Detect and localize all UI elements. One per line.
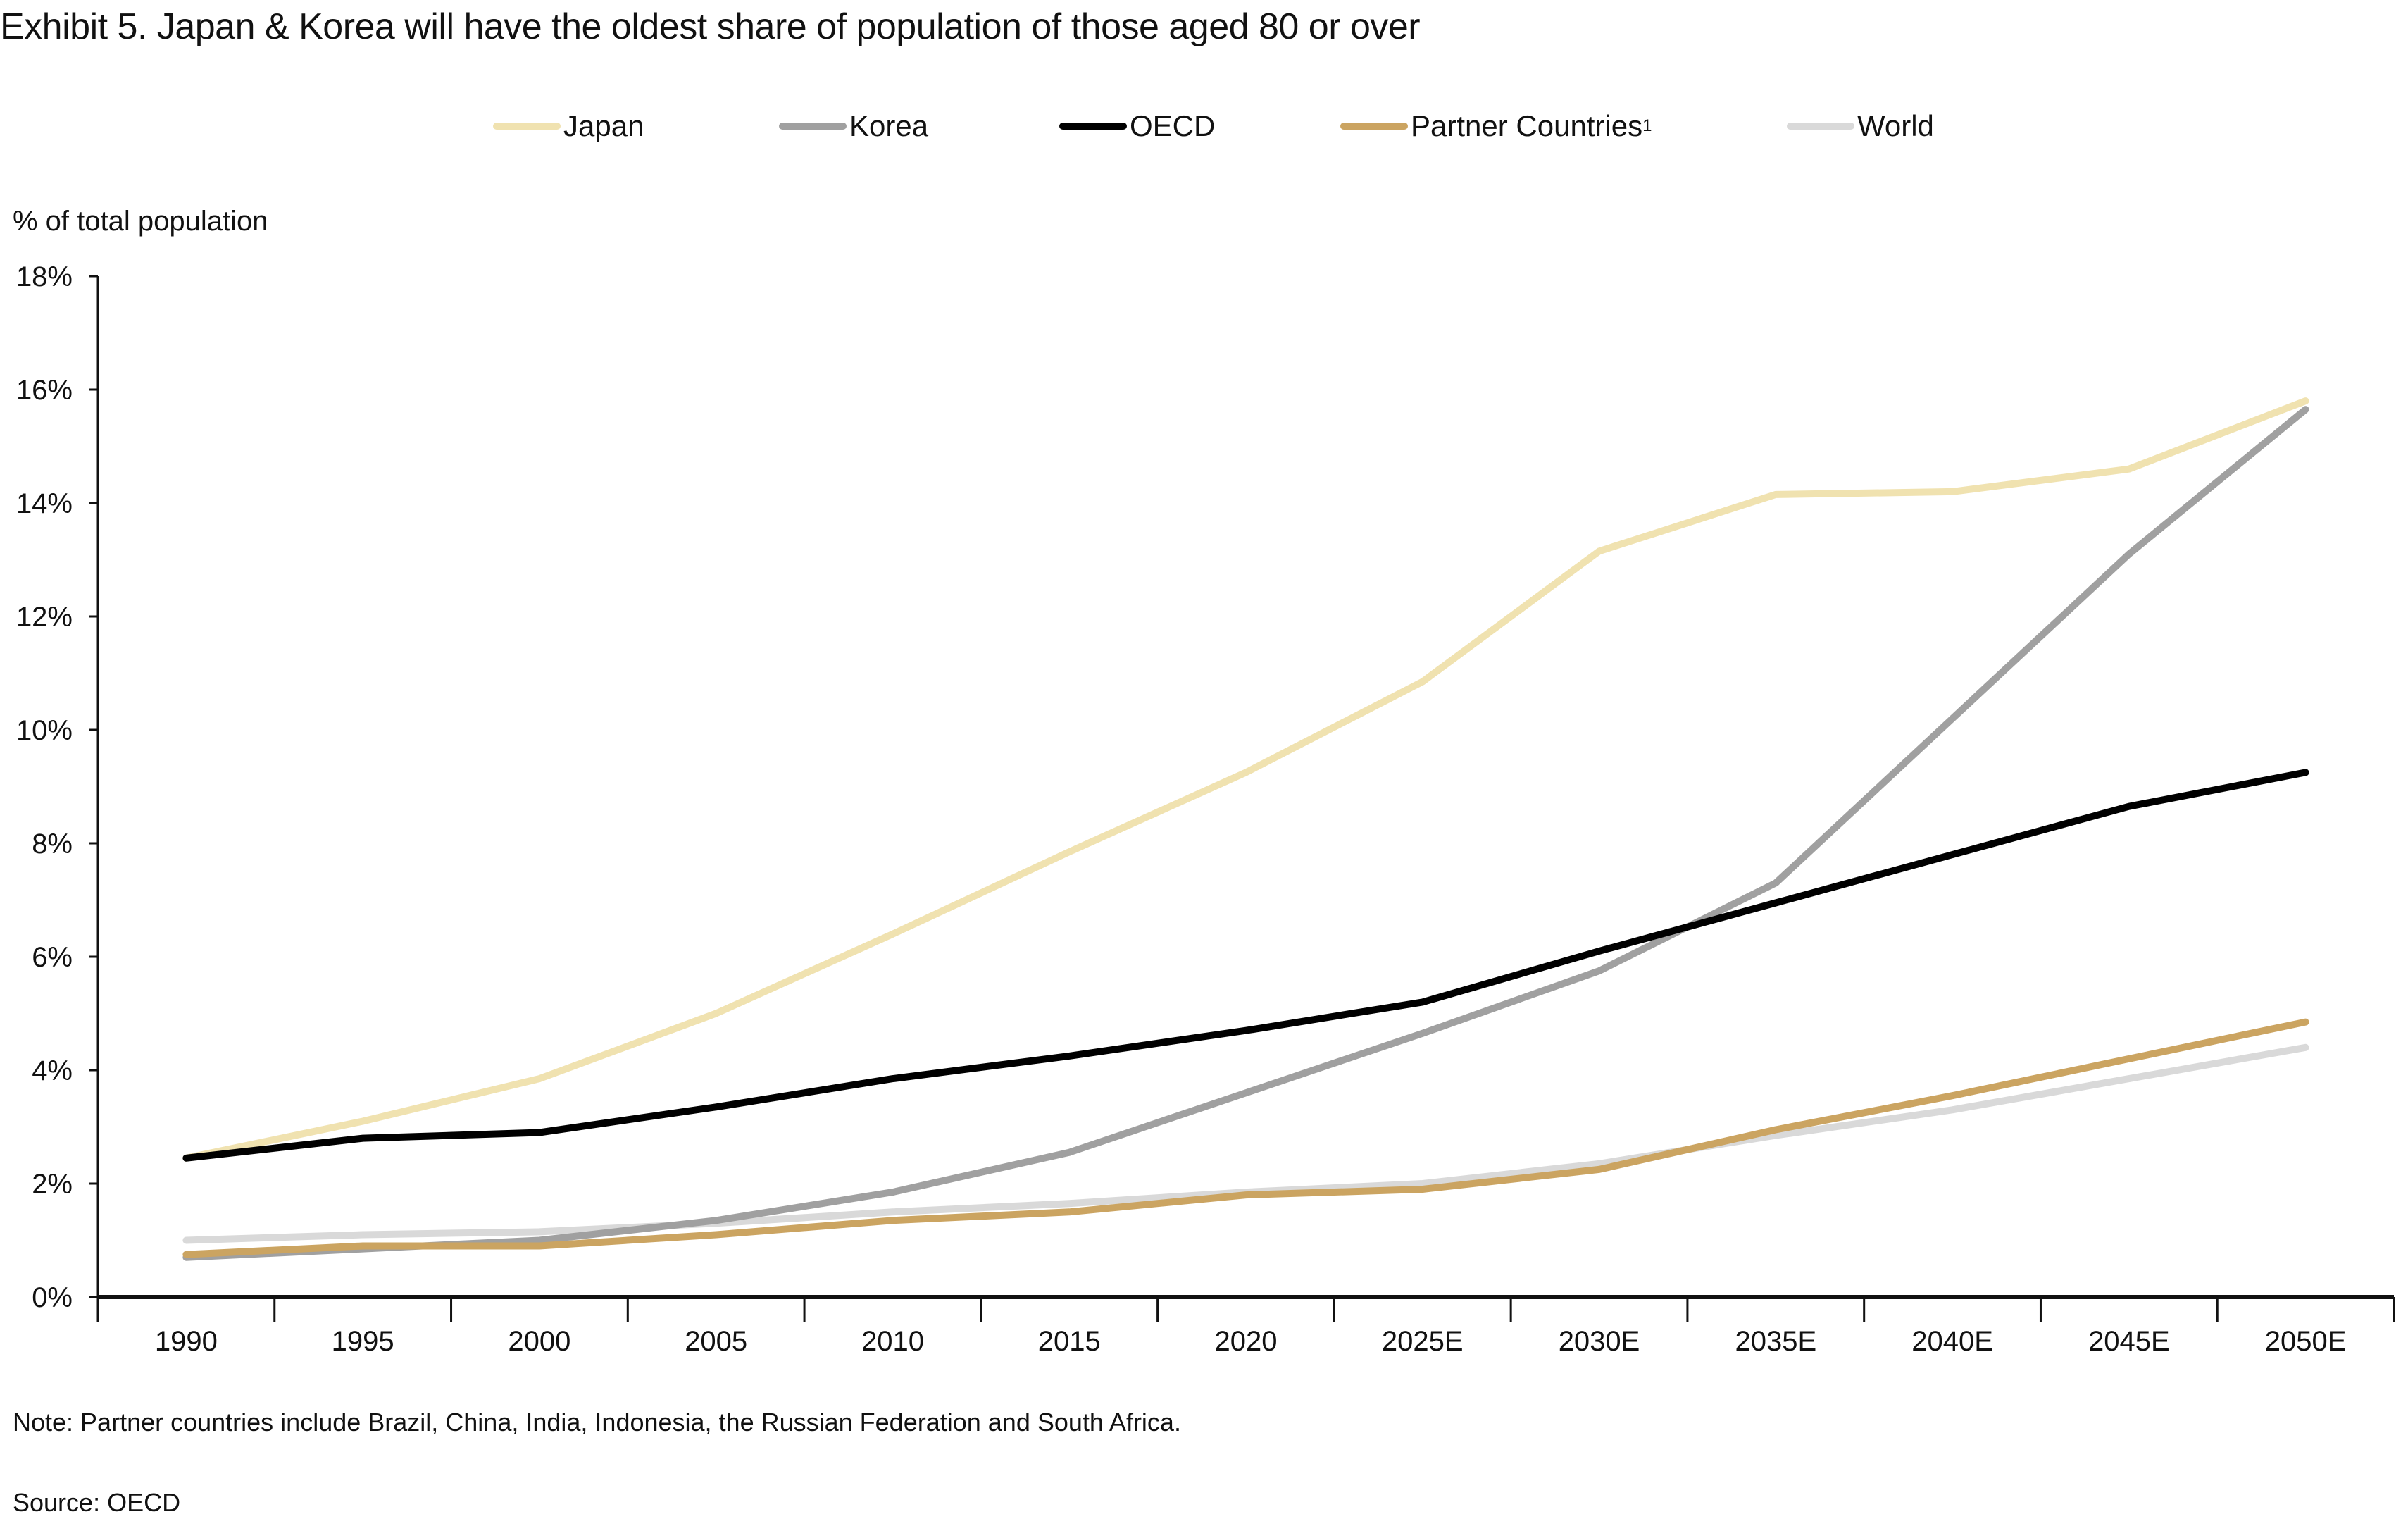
y-tick-label: 0%: [32, 1282, 73, 1313]
legend-swatch: [1787, 123, 1854, 130]
legend-swatch: [779, 123, 847, 130]
y-tick-label: 14%: [16, 488, 73, 519]
legend-superscript: 1: [1642, 116, 1652, 135]
series-line-partner-countries: [182, 1018, 2309, 1258]
legend-label: Japan: [563, 109, 644, 142]
series-line-japan: [182, 397, 2309, 1162]
y-tick-label: 2%: [32, 1169, 73, 1200]
legend: Japan Korea OECD Partner Countries 1 Worl…: [0, 109, 2408, 151]
y-tick-label: 4%: [32, 1055, 73, 1086]
legend-label: OECD: [1130, 109, 1216, 142]
footnote: Note: Partner countries include Brazil, …: [13, 1408, 1181, 1437]
y-tick-label: 10%: [16, 715, 73, 746]
legend-label: Partner Countries: [1411, 109, 1643, 142]
y-tick-label: 6%: [32, 942, 73, 973]
legend-label: World: [1857, 109, 1934, 142]
x-tick-label: 1995: [332, 1326, 394, 1357]
legend-swatch: [1059, 123, 1127, 130]
x-tick-label: 2045E: [2088, 1326, 2170, 1357]
legend-swatch: [493, 123, 561, 130]
x-tick-label: 2020: [1215, 1326, 1278, 1357]
x-tick-label: 2015: [1038, 1326, 1101, 1357]
y-tick-label: 16%: [16, 375, 73, 406]
legend-label: Korea: [849, 109, 929, 142]
x-tick-label: 2005: [685, 1326, 747, 1357]
x-tick-label: 1990: [155, 1326, 218, 1357]
x-tick-label: 2035E: [1735, 1326, 1816, 1357]
x-tick-label: 2010: [861, 1326, 924, 1357]
x-tick-label: 2025E: [1382, 1326, 1464, 1357]
series-line-world: [182, 1043, 2309, 1244]
x-tick-label: 2050E: [2265, 1326, 2347, 1357]
y-tick-label: 8%: [32, 829, 73, 860]
x-tick-label: 2000: [508, 1326, 570, 1357]
source-note: Source: OECD: [13, 1488, 181, 1517]
legend-item-japan: Japan: [493, 109, 644, 143]
x-tick-label: 2030E: [1559, 1326, 1640, 1357]
y-axis-label: % of total population: [13, 206, 268, 237]
legend-item-partner-countries: Partner Countries 1: [1340, 109, 1652, 143]
legend-item-korea: Korea: [779, 109, 928, 143]
chart-title: Exhibit 5. Japan & Korea will have the o…: [0, 6, 1421, 47]
x-tick-label: 2040E: [1911, 1326, 1993, 1357]
y-tick-label: 12%: [16, 602, 73, 633]
y-tick-label: 18%: [16, 261, 73, 292]
legend-swatch: [1340, 123, 1408, 130]
legend-item-world: World: [1787, 109, 1934, 143]
legend-item-oecd: OECD: [1059, 109, 1215, 143]
